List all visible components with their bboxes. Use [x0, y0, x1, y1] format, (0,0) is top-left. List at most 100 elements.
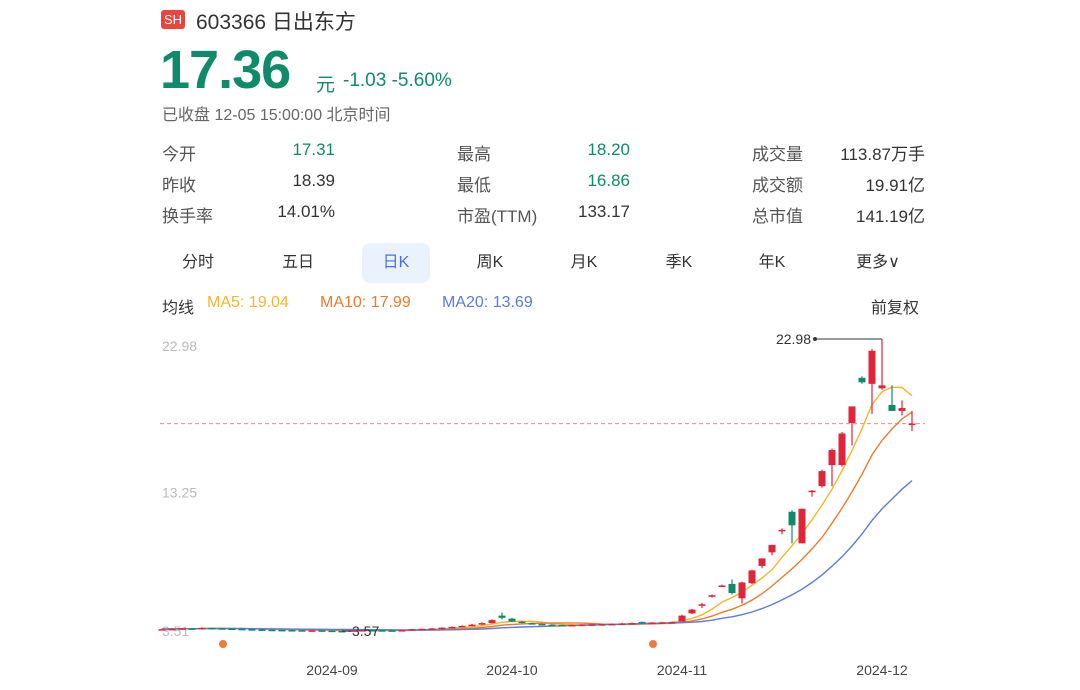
min-annotation-label: 3.57 — [352, 623, 379, 639]
stat-value: 141.19亿 — [856, 207, 925, 226]
event-marker — [219, 640, 227, 648]
stat-label: 最低 — [457, 176, 491, 195]
candle-body — [208, 627, 216, 630]
candle-body — [448, 626, 456, 629]
candle-body — [228, 628, 236, 631]
candle-body — [858, 377, 866, 383]
stat-label: 今开 — [162, 145, 196, 164]
stat-label: 成交量 — [752, 145, 803, 164]
candle-body — [728, 583, 736, 594]
candle-body — [368, 630, 376, 632]
candle-body — [628, 623, 636, 625]
tab-6[interactable]: 年K — [758, 254, 786, 271]
candle-body — [608, 623, 616, 626]
adjust-mode-button[interactable]: 前复权 — [871, 300, 920, 317]
stock-title: 603366 日出东方 — [196, 11, 356, 34]
candle-body — [318, 630, 326, 632]
candle-body — [848, 406, 856, 423]
candle-body — [478, 623, 486, 625]
candle-body — [508, 618, 516, 622]
candle-body — [278, 629, 286, 632]
exchange-badge: SH — [161, 10, 186, 29]
candle-body — [428, 628, 436, 630]
candle-body — [708, 595, 716, 597]
candle-body — [298, 630, 306, 632]
candle-body — [738, 582, 746, 599]
ma-label: 均线 — [162, 300, 195, 317]
candle-body — [748, 570, 756, 584]
candle-body — [618, 623, 626, 625]
tab-4[interactable]: 月K — [570, 254, 598, 271]
candle-body — [588, 624, 596, 626]
candle-body — [868, 350, 876, 384]
candle-body — [598, 624, 606, 626]
ma10-value: MA10: 17.99 — [320, 294, 411, 311]
x-tick-label: 2024-12 — [856, 662, 908, 678]
candle-body — [788, 511, 796, 526]
candle-body — [768, 544, 776, 553]
candle-body — [698, 604, 706, 606]
stat-value: 18.20 — [587, 140, 630, 159]
candle-body — [238, 628, 246, 631]
candle-body — [308, 630, 316, 632]
candle-body — [498, 615, 506, 618]
tab-5[interactable]: 季K — [665, 254, 693, 271]
stat-label: 昨收 — [162, 176, 196, 195]
stat-label: 最高 — [457, 145, 491, 164]
candle-body — [718, 585, 726, 587]
candle-body — [468, 624, 476, 627]
candle-body — [898, 408, 906, 411]
stat-value: 113.87万手 — [840, 145, 925, 164]
tab-0[interactable]: 分时 — [181, 254, 214, 271]
candle-body — [668, 621, 676, 624]
price-change: -1.03 -5.60% — [343, 70, 452, 92]
stat-label: 市盈(TTM) — [457, 207, 538, 226]
y-tick-label: 13.25 — [162, 485, 197, 501]
market-status: 已收盘 12-05 15:00:00 北京时间 — [162, 107, 391, 124]
tab-1[interactable]: 五日 — [281, 254, 314, 271]
candle-body — [338, 630, 346, 633]
candle-body — [878, 385, 886, 389]
y-tick-label: 22.98 — [162, 338, 197, 354]
candle-body — [678, 615, 686, 622]
candle-body — [388, 630, 396, 632]
candle-body — [198, 627, 206, 630]
candle-body — [268, 629, 276, 632]
candle-body — [828, 450, 836, 466]
candle-body — [328, 630, 336, 633]
candle-body — [188, 628, 196, 630]
stat-value: 17.31 — [292, 140, 335, 159]
y-tick-label: 3.51 — [162, 623, 189, 639]
tab-7[interactable]: 更多∨ — [856, 254, 900, 271]
price-unit: 元 — [316, 75, 336, 96]
x-tick-label: 2024-09 — [306, 662, 358, 678]
candle-body — [818, 471, 826, 487]
stat-value: 18.39 — [292, 171, 335, 190]
candle-body — [638, 621, 646, 624]
candle-body — [578, 624, 586, 627]
candle-body — [538, 623, 546, 626]
candle-body — [458, 625, 466, 628]
stat-label: 总市值 — [752, 207, 803, 226]
change-value: -1.03 — [343, 70, 387, 91]
candle-body — [798, 508, 806, 544]
candle-body — [648, 622, 656, 625]
candle-body — [408, 629, 416, 631]
candle-body — [688, 609, 696, 614]
candle-body — [888, 404, 896, 411]
stat-value: 133.17 — [578, 202, 630, 221]
candle-body — [908, 423, 916, 426]
candle-body — [528, 623, 536, 625]
candle-body — [658, 622, 666, 624]
current-price: 17.36 — [160, 40, 291, 100]
candle-body — [158, 629, 166, 631]
stat-value: 16.86 — [587, 171, 630, 190]
x-tick-label: 2024-10 — [486, 662, 538, 678]
candle-body — [488, 620, 496, 624]
candle-body — [178, 628, 186, 630]
tab-2[interactable]: 日K — [362, 243, 430, 283]
candle-body — [548, 624, 556, 627]
tab-3[interactable]: 周K — [476, 254, 504, 271]
event-marker — [649, 640, 657, 648]
